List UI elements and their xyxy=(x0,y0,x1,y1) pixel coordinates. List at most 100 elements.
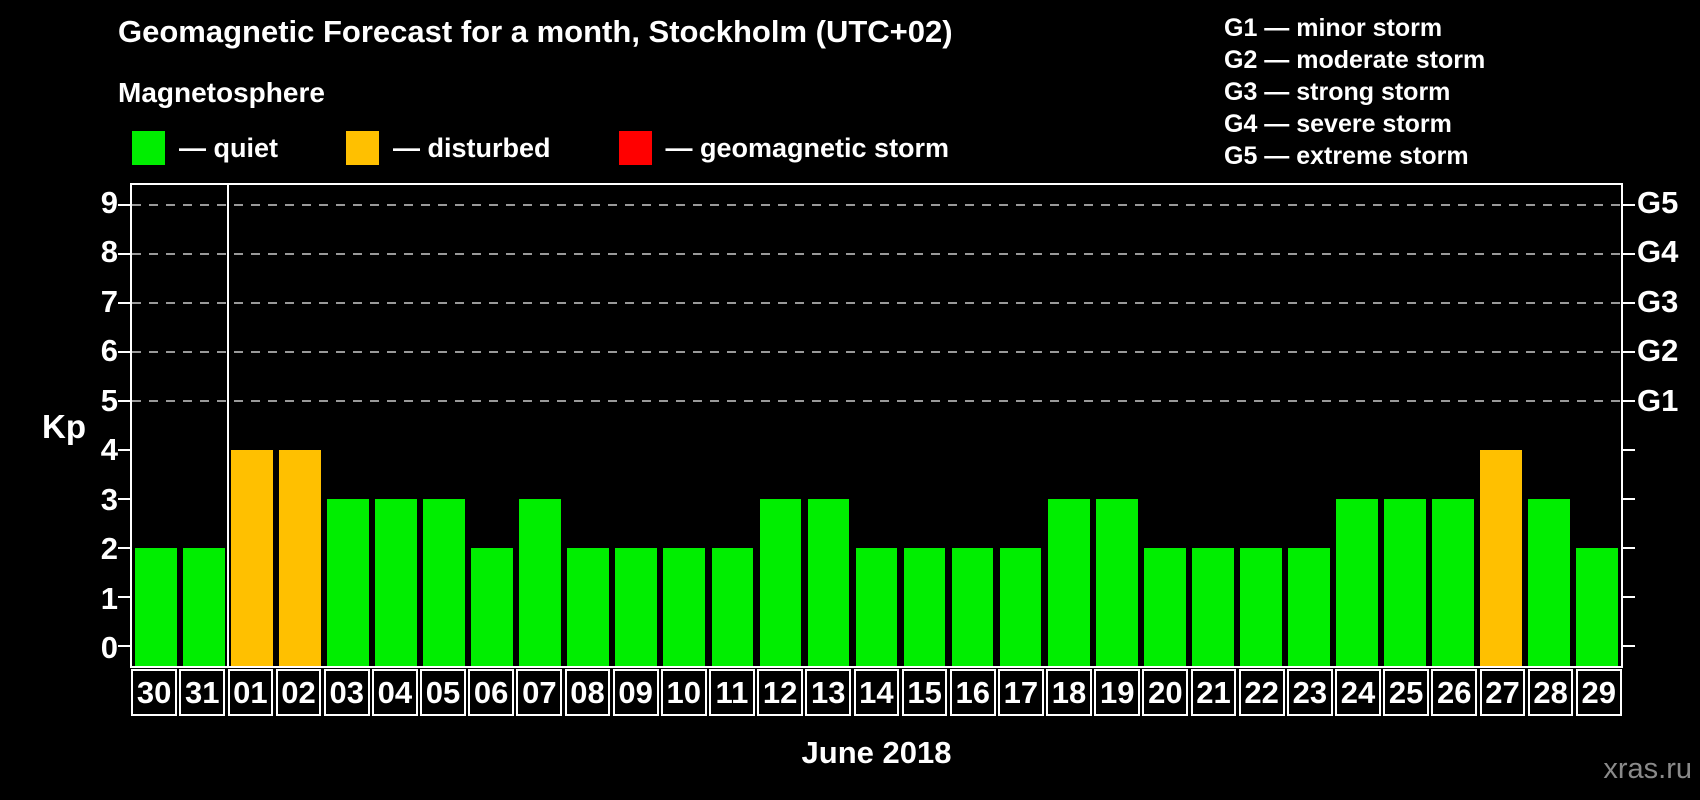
day-label-14: 14 xyxy=(853,669,900,716)
bar-day-22 xyxy=(1239,548,1282,666)
y-tick-label-6: 6 xyxy=(100,333,118,369)
bar-slot-10 xyxy=(660,185,708,666)
y-tick-label-9: 9 xyxy=(100,184,118,220)
day-label-07: 07 xyxy=(516,669,563,716)
y-axis-tick-labels: 0 1 2 3 4 5 6 7 8 9 xyxy=(0,183,118,668)
plot-area xyxy=(118,183,1635,668)
day-slot-19: 19 xyxy=(1093,669,1141,716)
day-label-29: 29 xyxy=(1575,669,1622,716)
day-label-15: 15 xyxy=(901,669,948,716)
day-slot-11: 11 xyxy=(708,669,756,716)
day-label-21: 21 xyxy=(1190,669,1237,716)
gridline-kp7 xyxy=(132,301,1621,304)
left-tick-kp5 xyxy=(118,399,130,402)
day-slot-12: 12 xyxy=(756,669,804,716)
bar-day-18 xyxy=(1047,499,1090,666)
day-slot-28: 28 xyxy=(1527,669,1575,716)
day-slot-13: 13 xyxy=(804,669,852,716)
right-tick-kp6 xyxy=(1623,350,1635,353)
bar-slot-08 xyxy=(564,185,612,666)
day-slot-04: 04 xyxy=(371,669,419,716)
day-label-06: 06 xyxy=(468,669,515,716)
day-label-10: 10 xyxy=(660,669,707,716)
bar-day-12 xyxy=(759,499,802,666)
gridline-kp6 xyxy=(132,350,1621,353)
legend-label-storm: — geomagnetic storm xyxy=(665,132,950,163)
day-label-20: 20 xyxy=(1142,669,1189,716)
bar-day-20 xyxy=(1143,548,1186,666)
bar-day-29 xyxy=(1576,548,1618,666)
day-label-27: 27 xyxy=(1479,669,1526,716)
day-slot-02: 02 xyxy=(274,669,322,716)
day-slot-06: 06 xyxy=(467,669,515,716)
bar-day-11 xyxy=(711,548,754,666)
bar-slot-20 xyxy=(1141,185,1189,666)
bar-day-04 xyxy=(375,499,418,666)
g-label-G5: G5 xyxy=(1637,184,1679,220)
day-label-08: 08 xyxy=(564,669,611,716)
month-separator-line xyxy=(227,185,230,666)
day-label-17: 17 xyxy=(998,669,1044,716)
g-label-G4: G4 xyxy=(1637,234,1679,270)
left-tick-kp7 xyxy=(118,301,130,304)
day-slot-25: 25 xyxy=(1382,669,1430,716)
bar-slot-06 xyxy=(468,185,516,666)
bar-slot-24 xyxy=(1333,185,1381,666)
quiet-swatch-icon xyxy=(132,131,165,165)
left-tick-kp6 xyxy=(118,350,130,353)
day-slot-20: 20 xyxy=(1141,669,1189,716)
bar-slot-02 xyxy=(276,185,324,666)
bar-day-02 xyxy=(279,450,321,666)
day-slot-07: 07 xyxy=(515,669,563,716)
bar-day-27 xyxy=(1480,450,1522,666)
bar-slot-22 xyxy=(1237,185,1285,666)
bar-day-30 xyxy=(135,548,177,666)
g-legend-line-2: G2 — moderate storm xyxy=(1224,46,1486,74)
y-tick-label-2: 2 xyxy=(100,531,118,567)
day-label-18: 18 xyxy=(1046,669,1092,716)
day-label-05: 05 xyxy=(420,669,466,716)
bar-day-06 xyxy=(471,548,514,666)
x-axis-title: June 2018 xyxy=(801,735,952,770)
day-label-25: 25 xyxy=(1383,669,1429,716)
day-label-30: 30 xyxy=(131,669,177,716)
legend-item-storm: — geomagnetic storm xyxy=(618,131,950,165)
day-label-13: 13 xyxy=(805,669,852,716)
right-tick-kp8 xyxy=(1623,252,1635,255)
day-slot-01: 01 xyxy=(226,669,274,716)
x-axis-day-labels: 30 31 01 02 03 04 05 06 07 08 09 10 11 12 13 14 15 16 17 18… xyxy=(130,669,1623,716)
gridline-kp5 xyxy=(132,399,1621,402)
bar-day-23 xyxy=(1287,548,1330,666)
bar-slot-07 xyxy=(516,185,564,666)
legend-label-quiet: — quiet xyxy=(179,132,278,163)
gridline-kp8 xyxy=(132,252,1621,255)
bar-slot-04 xyxy=(372,185,420,666)
g-legend-line-5: G5 — extreme storm xyxy=(1224,142,1469,170)
day-label-01: 01 xyxy=(227,669,274,716)
bar-slot-28 xyxy=(1525,185,1573,666)
g-scale-legend: G1 — minor storm G2 — moderate storm G3 — … xyxy=(1224,12,1485,172)
gridline-kp9 xyxy=(132,203,1621,206)
legend-item-quiet: — quiet xyxy=(132,131,278,165)
bar-day-24 xyxy=(1335,499,1378,666)
color-legend: — quiet — disturbed — geomagnetic storm xyxy=(132,131,949,165)
bar-day-26 xyxy=(1431,499,1474,666)
bar-slot-16 xyxy=(949,185,997,666)
day-label-11: 11 xyxy=(709,669,755,716)
day-label-23: 23 xyxy=(1286,669,1333,716)
right-tick-kp5 xyxy=(1623,399,1635,402)
magnetosphere-label: Magnetosphere xyxy=(118,77,325,108)
bar-slot-05 xyxy=(420,185,468,666)
bar-day-14 xyxy=(855,548,898,666)
legend-label-disturbed: — disturbed xyxy=(393,132,551,163)
g-legend-line-4: G4 — severe storm xyxy=(1224,110,1452,138)
y-tick-label-1: 1 xyxy=(100,580,118,616)
bar-slot-12 xyxy=(756,185,804,666)
bar-day-01 xyxy=(231,450,273,666)
day-slot-31: 31 xyxy=(178,669,226,716)
day-label-16: 16 xyxy=(949,669,996,716)
day-slot-17: 17 xyxy=(997,669,1045,716)
day-label-26: 26 xyxy=(1431,669,1478,716)
day-slot-30: 30 xyxy=(130,669,178,716)
left-tick-kp8 xyxy=(118,252,130,255)
